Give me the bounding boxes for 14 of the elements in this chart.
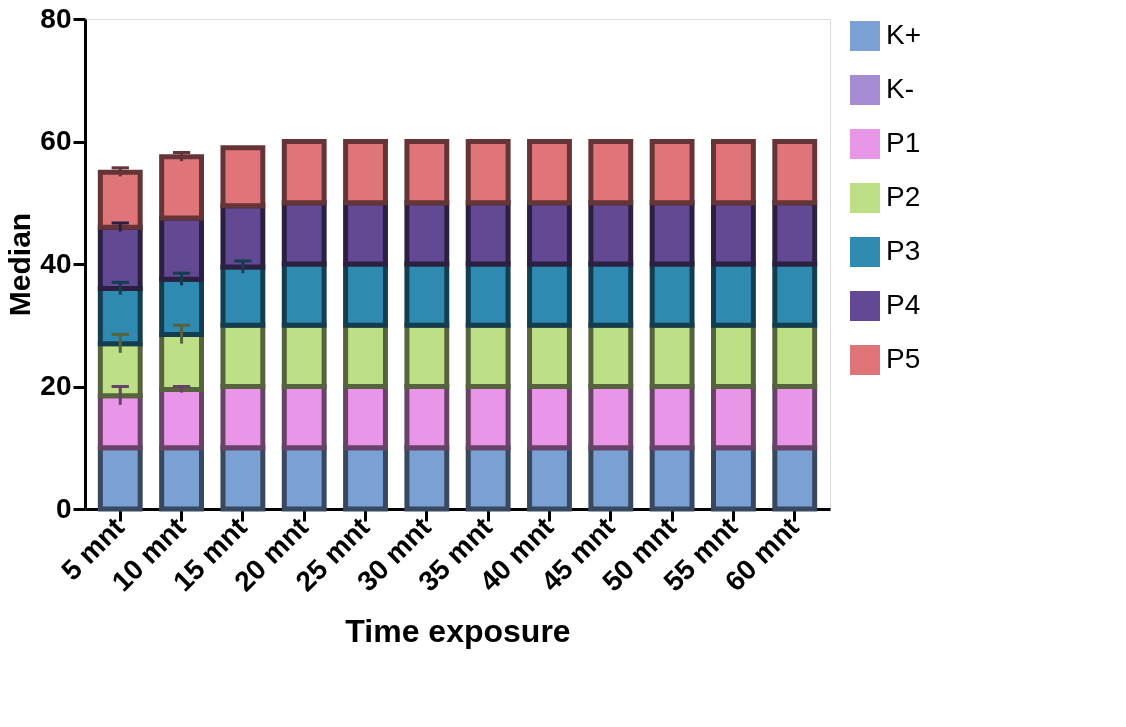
y-axis-title: Median bbox=[3, 212, 37, 317]
legend-label: P3 bbox=[886, 235, 921, 266]
legend-label: P2 bbox=[886, 181, 921, 212]
legend-label: K- bbox=[886, 73, 914, 104]
legend-label: P4 bbox=[886, 289, 921, 320]
legend-label: P1 bbox=[886, 127, 921, 158]
y-tick-label: 40 bbox=[40, 247, 72, 279]
y-tick-label: 80 bbox=[40, 2, 72, 34]
y-tick-label: 0 bbox=[55, 492, 72, 524]
legend-label: P5 bbox=[886, 343, 921, 374]
y-tick-label: 20 bbox=[40, 370, 72, 401]
x-axis-title: Time exposure bbox=[345, 613, 571, 650]
legend-label: K+ bbox=[886, 19, 922, 50]
y-tick-label: 60 bbox=[40, 125, 72, 156]
